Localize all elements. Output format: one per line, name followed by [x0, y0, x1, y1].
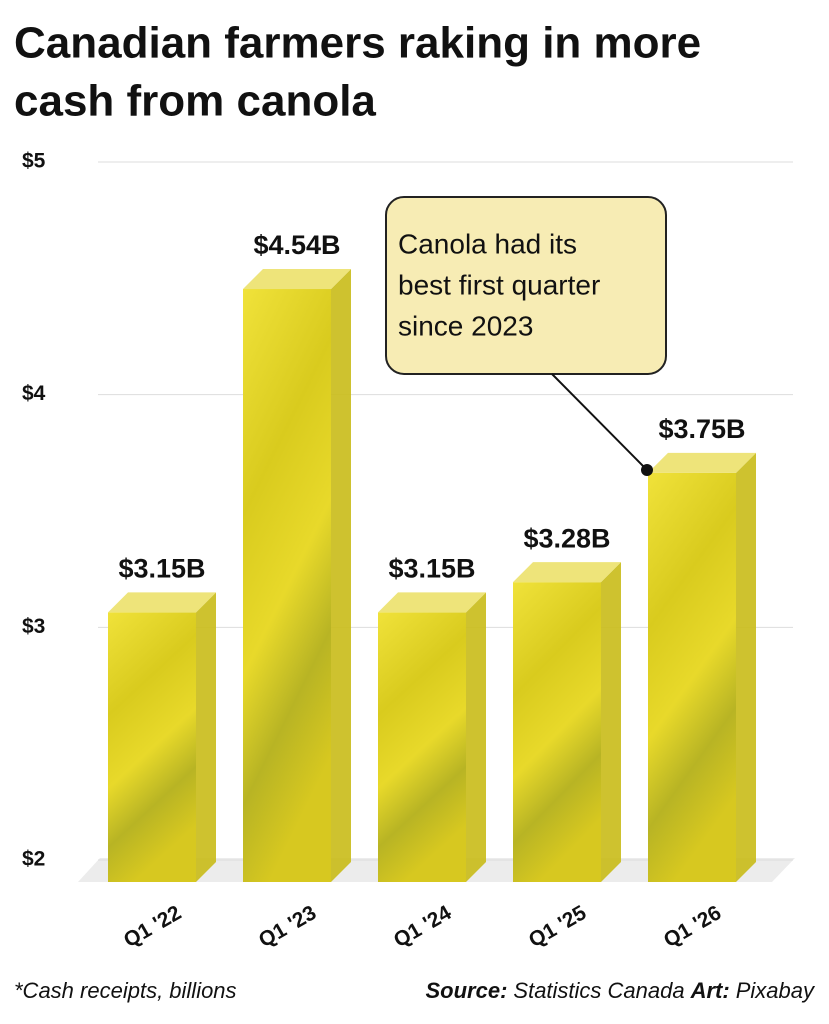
bar-group [513, 562, 621, 882]
y-tick-label: $5 [22, 150, 46, 173]
bar-side [736, 452, 756, 882]
x-tick-label: Q1 '25 [525, 901, 591, 952]
bar-side [196, 592, 216, 882]
source: Statistics Canada [513, 978, 684, 1003]
source-label: Source: [425, 978, 507, 1003]
bar [108, 612, 196, 882]
callout-dot [641, 464, 653, 476]
credits: Source: Statistics Canada Art: Pixabay [425, 978, 816, 1003]
value-label: $3.15B [118, 554, 205, 584]
bar-side [601, 562, 621, 882]
bar [648, 472, 736, 882]
bar [513, 582, 601, 882]
annotation: Canola had its [398, 228, 577, 259]
bar-top [378, 592, 486, 613]
callout-box [385, 196, 667, 375]
bar-group [648, 452, 756, 882]
value-label: $3.28B [523, 523, 610, 553]
bar-side [466, 592, 486, 882]
bar-side [331, 269, 351, 882]
annotation: best first quarter [398, 269, 600, 300]
chart-title: cash from canola [14, 77, 376, 126]
bar [243, 289, 331, 882]
bar-group [243, 269, 351, 882]
annotation: since 2023 [398, 310, 533, 341]
art: Pixabay [736, 978, 816, 1003]
value-label: $4.54B [253, 230, 340, 260]
bar-top [243, 269, 351, 290]
callout-pointer [551, 373, 648, 471]
chart-title: Canadian farmers raking in more [14, 19, 701, 68]
bar-top [513, 562, 621, 583]
x-tick-label: Q1 '23 [255, 901, 320, 952]
bar-top [648, 452, 756, 473]
bar-group [378, 592, 486, 882]
value-label: $3.75B [658, 414, 745, 444]
x-tick-label: Q1 '26 [660, 901, 725, 952]
bar [378, 612, 466, 882]
y-tick-label: $4 [22, 382, 46, 405]
y-tick-label: $2 [22, 848, 45, 871]
bar-group [108, 592, 216, 882]
value-label: $3.15B [388, 554, 475, 584]
x-tick-label: Q1 '22 [120, 901, 185, 952]
y-tick-label: $3 [22, 615, 45, 638]
art-label: Art: [690, 978, 730, 1003]
footnote: *Cash receipts, billions [14, 978, 237, 1003]
bar-top [108, 592, 216, 613]
x-tick-label: Q1 '24 [390, 901, 456, 952]
